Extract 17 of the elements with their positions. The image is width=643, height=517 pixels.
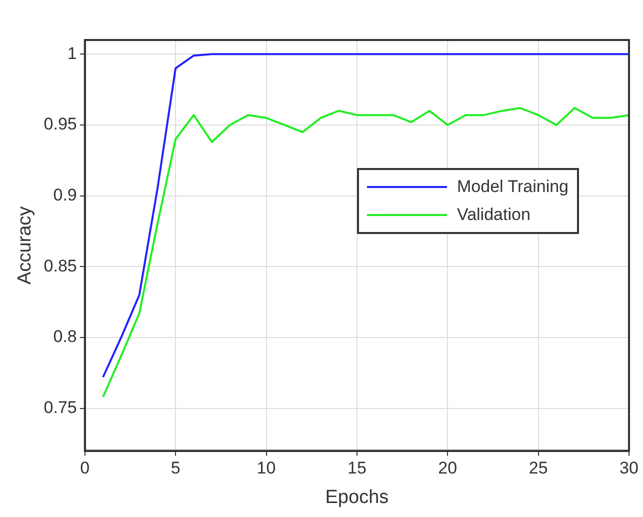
x-tick-label: 25 [528,458,548,478]
x-tick-label: 0 [80,458,90,478]
y-tick-label: 0.95 [44,114,77,134]
legend-label: Model Training [457,177,569,197]
x-tick-label: 5 [170,458,180,478]
x-axis-title: Epochs [325,486,389,508]
y-tick-label: 0.8 [53,327,77,346]
legend-label: Validation [457,205,530,225]
x-tick-label: 20 [438,458,458,478]
y-tick-label: 0.75 [44,398,77,417]
y-tick-label: 0.85 [44,256,77,276]
y-axis-title: Accuracy [14,206,36,284]
y-tick-label: 0.9 [53,186,77,205]
x-tick-label: 10 [256,458,276,478]
x-tick-label: 15 [347,458,366,478]
x-tick-label: 30 [620,458,638,478]
y-tick-label: 1 [67,44,77,63]
